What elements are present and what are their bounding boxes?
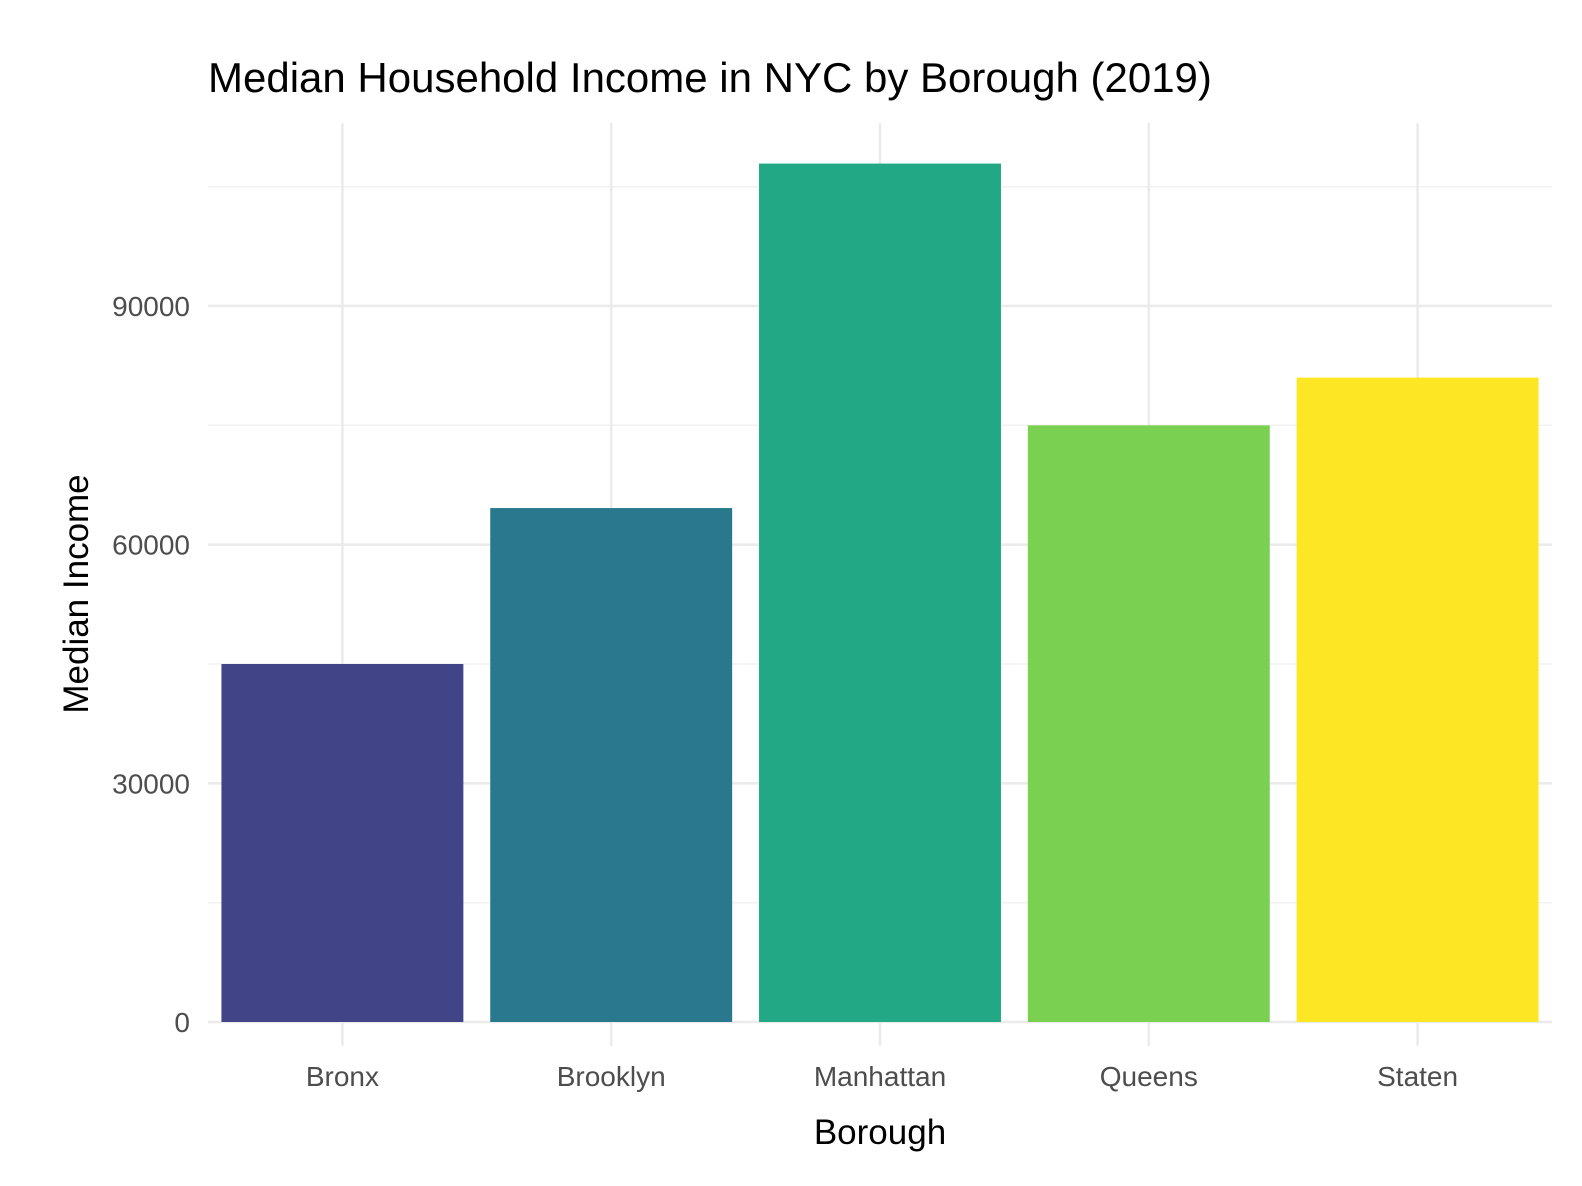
y-tick-labels: 0 30000 60000 90000 [112, 291, 190, 1038]
x-tick-label: Manhattan [814, 1061, 946, 1092]
x-tick-labels: Bronx Brooklyn Manhattan Queens Staten [306, 1061, 1458, 1092]
y-tick-label: 0 [174, 1007, 190, 1038]
bar-brooklyn [490, 508, 733, 1022]
y-tick-label: 90000 [112, 291, 190, 322]
x-tick-label: Staten [1377, 1061, 1458, 1092]
chart-title: Median Household Income in NYC by Boroug… [208, 54, 1212, 101]
x-tick-label: Brooklyn [557, 1061, 666, 1092]
x-axis-title: Borough [814, 1113, 946, 1152]
bar-bronx [221, 663, 464, 1022]
bar-manhattan [759, 163, 1001, 1022]
x-tick-label: Queens [1100, 1061, 1198, 1092]
y-tick-label: 30000 [112, 768, 190, 799]
y-axis-title: Median Income [57, 474, 96, 713]
bar-staten [1296, 377, 1539, 1022]
bar-layer [221, 163, 1539, 1022]
bar-queens [1027, 425, 1270, 1022]
y-tick-label: 60000 [112, 530, 190, 561]
x-tick-label: Bronx [306, 1061, 379, 1092]
